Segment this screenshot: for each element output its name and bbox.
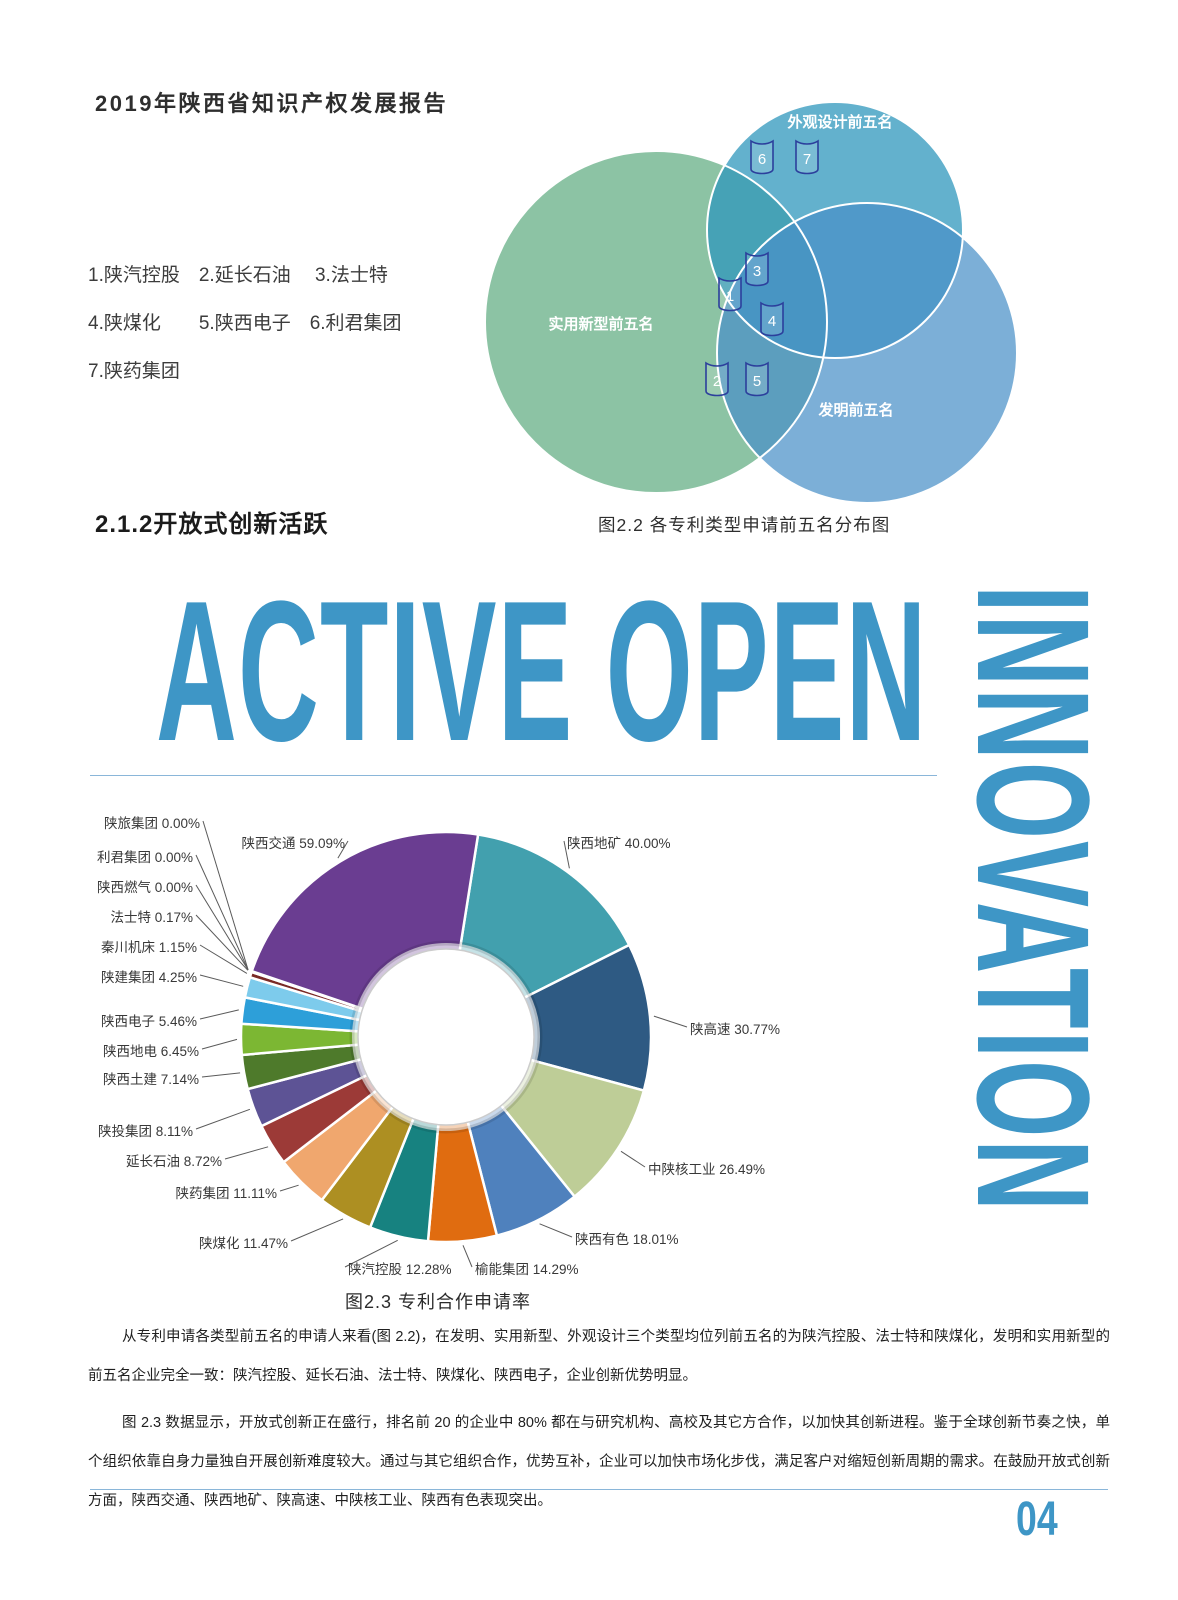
pie-label-陕煤化: 陕煤化 11.47% (198, 1236, 288, 1251)
leader-line-法士特 (195, 914, 249, 971)
pie-label-陕汽控股: 陕汽控股 12.28% (348, 1262, 452, 1277)
patent-cooperation-donut-chart: 陕西地矿 40.00% 陕高速 30.77% 中陕核工业 26.49% 陕西有色 18… (0, 760, 1178, 1305)
venn-marker-number: 7 (803, 151, 811, 168)
divider-line-top (90, 775, 937, 776)
venn-marker-shape (745, 251, 769, 287)
venn-marker-number: 3 (753, 263, 761, 280)
venn-legend: 1.陕汽控股 2.延长石油 3.法士特 4.陕煤化 5.陕西电子 6.利君集团 … (88, 252, 402, 396)
pie-label-陕西电子: 陕西电子 5.46% (100, 1014, 197, 1029)
venn-marker-shape (750, 139, 774, 175)
pie-label-法士特: 法士特 0.17% (110, 910, 193, 925)
leader-line-陕投集团 (195, 1108, 251, 1130)
leader-line-延长石油 (224, 1146, 269, 1160)
venn-marker-7: 7 (795, 139, 819, 175)
leader-line-陕建集团 (199, 974, 244, 987)
pie-label-延长石油: 延长石油 8.72% (125, 1154, 222, 1169)
section-heading: 2.1.2开放式创新活跃 (95, 511, 329, 538)
pie-label-陕西燃气: 陕西燃气 0.00% (96, 880, 193, 895)
pie-label-陕投集团: 陕投集团 8.11% (97, 1124, 193, 1139)
paragraph-1: 从专利申请各类型前五名的申请人来看(图 2.2)，在发明、实用新型、外观设计三个… (88, 1329, 1110, 1384)
leader-line-陕煤化 (290, 1218, 344, 1242)
leader-line-利君集团 (195, 854, 249, 971)
body-paragraphs: 从专利申请各类型前五名的申请人来看(图 2.2)，在发明、实用新型、外观设计三个… (88, 1318, 1110, 1521)
venn-circle-outline-0 (484, 150, 828, 494)
venn-marker-2: 2 (705, 361, 729, 397)
pie-label-中陕核工业: 中陕核工业 26.49% (648, 1162, 766, 1177)
leader-line-秦川机床 (199, 944, 248, 974)
venn-marker-6: 6 (750, 139, 774, 175)
venn-legend-row-2: 4.陕煤化 5.陕西电子 6.利君集团 (88, 313, 402, 334)
figure-2-2-caption: 图2.2 各专利类型申请前五名分布图 (598, 515, 891, 535)
venn-legend-row-3: 7.陕药集团 (88, 361, 180, 382)
pie-label-榆能集团: 榆能集团 14.29% (475, 1262, 579, 1277)
venn-marker-shape (718, 276, 742, 312)
report-title: 2019年陕西省知识产权发展报告 (95, 91, 448, 116)
venn-marker-1: 1 (718, 276, 742, 312)
pie-slice-陕高速 (444, 943, 653, 1092)
pie-label-陕西地电: 陕西地电 6.45% (102, 1044, 199, 1059)
leader-line-陕高速 (653, 1015, 688, 1028)
leader-line-陕汽控股 (344, 1239, 398, 1268)
figure-2-3-caption: 图2.3 专利合作申请率 (345, 1292, 532, 1312)
donut-hole (357, 948, 535, 1126)
venn-set-label-0: 实用新型前五名 (548, 315, 653, 333)
paragraph-2: 图 2.3 数据显示，开放式创新正在盛行，排名前 20 的企业中 80% 都在与… (88, 1415, 1110, 1509)
venn-set-label-1: 外观设计前五名 (786, 113, 892, 131)
leader-line-中陕核工业 (620, 1150, 646, 1168)
venn-marker-number: 4 (768, 313, 776, 330)
venn-marker-number: 5 (753, 373, 761, 390)
divider-line-bottom (90, 1489, 1108, 1490)
venn-marker-number: 6 (758, 151, 766, 168)
leader-line-陕西地电 (201, 1038, 238, 1050)
pie-label-陕建集团: 陕建集团 4.25% (100, 970, 197, 985)
venn-marker-number: 2 (713, 373, 721, 390)
venn-marker-5: 5 (745, 361, 769, 397)
pie-label-陕西有色: 陕西有色 18.01% (575, 1232, 679, 1247)
venn-marker-shape (745, 361, 769, 397)
venn-marker-shape (760, 301, 784, 337)
pie-label-陕旅集团: 陕旅集团 0.00% (103, 816, 200, 831)
page-number: 04 (1016, 1493, 1058, 1546)
pie-label-陕西土建: 陕西土建 7.14% (102, 1072, 199, 1087)
venn-marker-shape (795, 139, 819, 175)
leader-line-陕西地矿 (563, 840, 570, 869)
leader-line-陕西电子 (199, 1009, 239, 1020)
leader-line-陕西燃气 (195, 884, 249, 971)
venn-marker-number: 1 (726, 288, 734, 305)
leader-line-陕旅集团 (202, 820, 249, 971)
venn-marker-4: 4 (760, 301, 784, 337)
venn-legend-row-1: 1.陕汽控股 2.延长石油 3.法士特 (88, 265, 388, 286)
venn-circle-outline-1 (706, 101, 964, 359)
pie-label-秦川机床: 秦川机床 1.15% (100, 940, 197, 955)
donut-chart-svg (195, 820, 688, 1268)
pie-label-陕高速: 陕高速 30.77% (690, 1022, 781, 1037)
venn-set-label-2: 发明前五名 (817, 401, 893, 419)
leader-line-陕西有色 (539, 1223, 573, 1238)
venn-circle-outline-2 (716, 202, 1018, 504)
leader-line-陕药集团 (279, 1184, 299, 1192)
venn-marker-shape (705, 361, 729, 397)
pie-label-陕西地矿: 陕西地矿 40.00% (567, 836, 671, 851)
pie-label-陕西交通: 陕西交通 59.09% (241, 836, 345, 851)
pie-label-利君集团: 利君集团 0.00% (96, 850, 193, 865)
leader-line-榆能集团 (462, 1245, 473, 1268)
leader-line-陕西交通 (337, 840, 349, 859)
leader-line-陕西土建 (201, 1072, 241, 1078)
venn-diagram: 实用新型前五名 外观设计前五名发明前五名 6 7 3 1 4 2 5 (430, 55, 1070, 545)
decorative-headline: ACTIVE OPEN (156, 560, 928, 783)
pie-label-陕药集团: 陕药集团 11.11% (175, 1186, 277, 1201)
venn-marker-3: 3 (745, 251, 769, 287)
